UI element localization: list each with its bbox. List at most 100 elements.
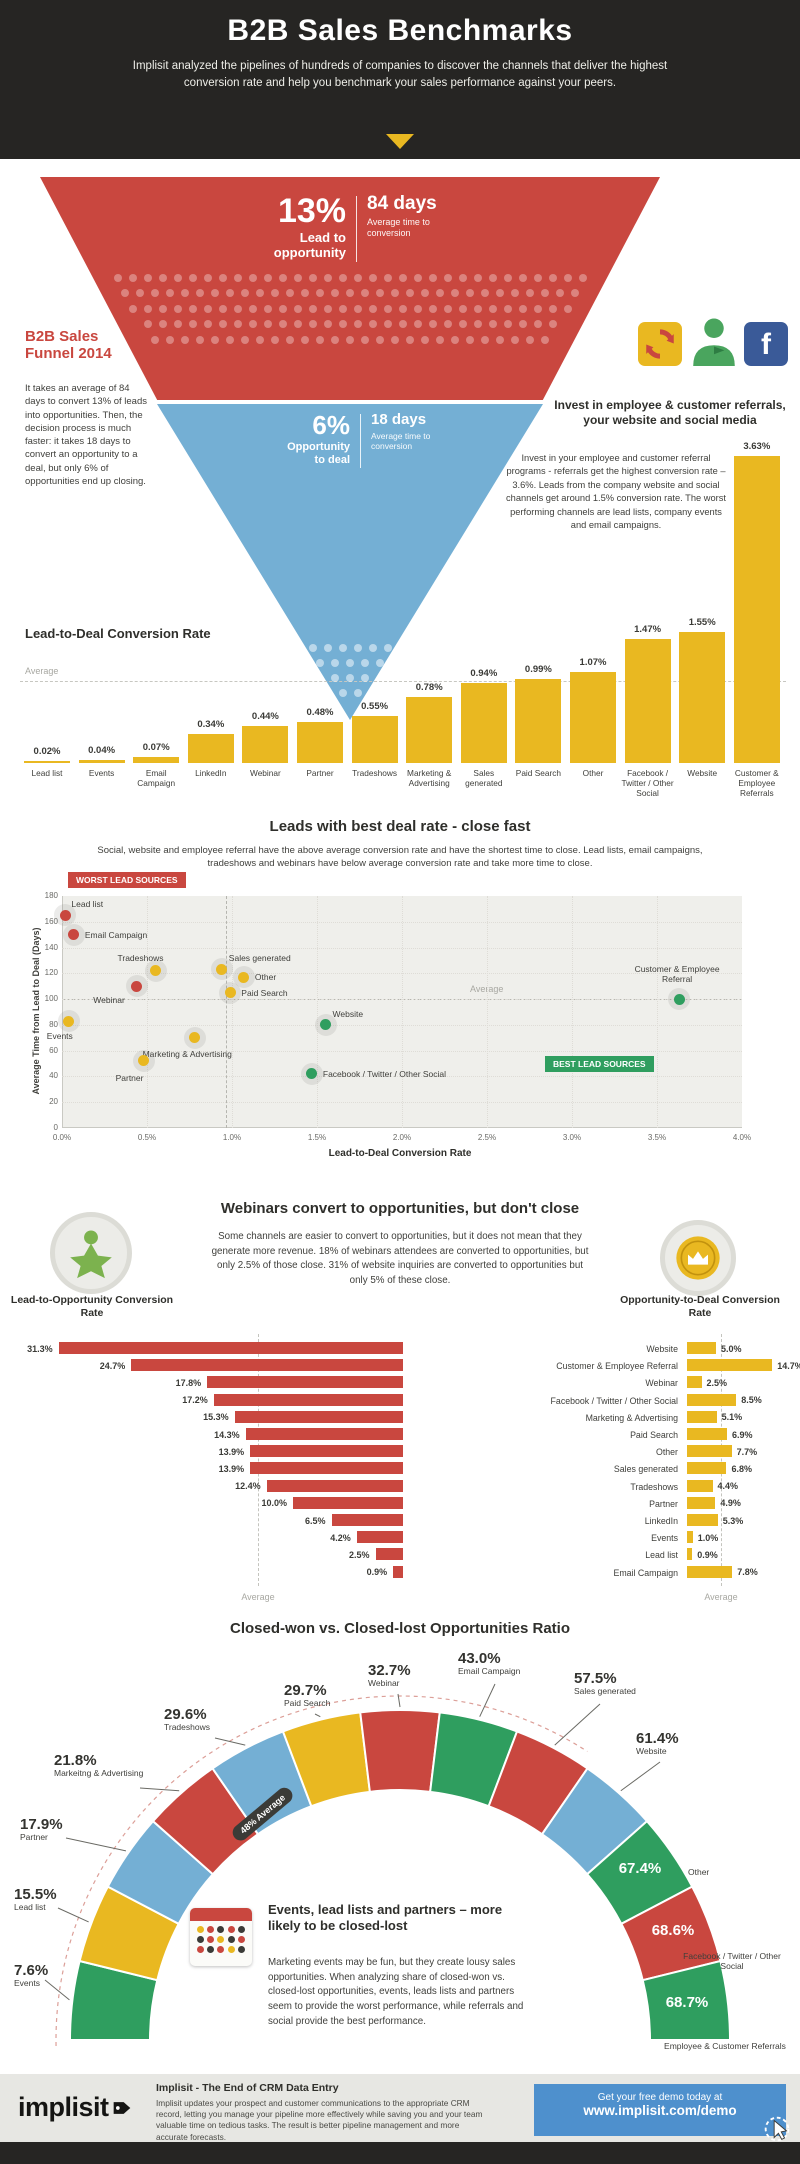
bar-label-2: Email Campaign (137, 768, 176, 788)
gauge-guide-arc (55, 1695, 588, 2047)
bar-average-line (20, 681, 786, 682)
tornado-label-1: Customer & Employee Referral (556, 1361, 678, 1372)
gauge-inside-value-10: 67.4% (618, 1860, 662, 1877)
cta-url[interactable]: www.implisit.com/demo (583, 2103, 737, 2118)
funnel-dot (218, 304, 227, 313)
scatter-point-4 (216, 963, 228, 975)
gauge-chart (44, 1683, 732, 2047)
scatter-ytick: 20 (49, 1097, 58, 1107)
funnel-dot (218, 320, 227, 329)
funnel-dot (481, 289, 489, 298)
scatter-vgrid (147, 896, 148, 1128)
funnel-dot (301, 289, 309, 298)
funnel-dot (436, 289, 444, 298)
funnel-dot (338, 320, 347, 329)
left-chart-title: Lead-to-Opportunity Conversion Rate (10, 1294, 174, 1320)
od-bar-7 (687, 1462, 727, 1475)
scatter-point-1 (68, 929, 80, 941)
scatter-vgrid (317, 896, 318, 1128)
gauge-callout-name: Lead list (14, 1902, 46, 1912)
funnel-dot (443, 320, 452, 329)
scatter-point-6 (238, 971, 250, 983)
gauge-callout-value: 29.7% (284, 1682, 327, 1699)
funnel-dot (421, 289, 429, 298)
gauge-callout-name: Events (14, 1978, 40, 1988)
gauge-callout-name: Email Campaign (458, 1666, 521, 1676)
tornado-label-13: Email Campaign (613, 1567, 678, 1578)
funnel-dot (316, 289, 324, 298)
funnel-dot (323, 304, 332, 313)
scatter-xtick: 0.0% (52, 1133, 72, 1142)
funnel-dot (473, 320, 482, 329)
bar-label-12: Website (687, 768, 718, 778)
funnel-dot (406, 335, 414, 344)
funnel-dot (331, 674, 339, 682)
funnel-dot (368, 304, 377, 313)
scatter-point-label-1: Email Campaign (84, 929, 148, 940)
od-bar-13 (687, 1565, 733, 1578)
funnel-dot (316, 335, 324, 344)
funnel-dot (503, 304, 512, 313)
tornado-label-7: Sales generated (613, 1464, 678, 1475)
stage1-days: 84 days (367, 193, 437, 214)
funnel-dot (383, 644, 392, 652)
gauge-callout-9: 61.4% Website (636, 1730, 716, 1757)
od-bar-0 (687, 1342, 716, 1354)
gauge-connector-6 (397, 1693, 401, 1708)
scatter-point-label-11: Facebook / Twitter / Other Social (322, 1068, 447, 1079)
funnel-dot (308, 644, 317, 652)
od-bar-1 (687, 1359, 773, 1372)
funnel-dot (496, 289, 504, 298)
funnel-dot (188, 274, 197, 282)
scatter-vgrid (487, 896, 488, 1128)
funnel-dot (503, 320, 512, 329)
funnel-dot (278, 274, 287, 282)
lo-average-label: Average (241, 1592, 275, 1602)
bar-label-1: Events (88, 768, 115, 778)
od-value-2: 2.5% (706, 1377, 728, 1388)
funnel-dot (173, 320, 182, 329)
tornado-label-3: Facebook / Twitter / Other Social (550, 1395, 678, 1406)
funnel-dot (398, 274, 407, 282)
stage1-label: Lead to opportunity (273, 230, 346, 260)
funnel-dot (443, 274, 452, 282)
gauge-callout-name: Partner (20, 1832, 48, 1842)
scatter-xtick: 2.5% (477, 1133, 497, 1142)
lo-bar-8 (266, 1479, 403, 1492)
gauge-connector-4 (214, 1737, 246, 1746)
closed-lost-heading: Events, lead lists and partners – more l… (268, 1902, 503, 1934)
od-bar-9 (687, 1496, 716, 1509)
scatter-ytick: 180 (44, 891, 58, 900)
best-lead-sources-badge: BEST LEAD SOURCES (545, 1056, 654, 1072)
bar-4 (242, 725, 289, 763)
funnel-dot (571, 289, 579, 298)
stage1-caption: Average time to conversion (367, 216, 430, 239)
gauge-callout-name: Markeitng & Advertising (54, 1768, 144, 1778)
scatter-point-5 (224, 987, 236, 999)
funnel-dot (361, 674, 369, 682)
bar-label-10: Other (582, 768, 604, 778)
funnel-dot (248, 274, 257, 282)
scatter-ylabel: Average Time from Lead to Deal (Days) (31, 927, 41, 1095)
bar-average-label: Average (25, 666, 59, 676)
funnel-dot (293, 320, 302, 329)
gauge-connector-3 (139, 1787, 180, 1792)
funnel-dot (443, 304, 452, 313)
lo-bar-5 (245, 1428, 403, 1440)
scatter-point-label-2: Webinar (93, 995, 125, 1006)
tornado-label-8: Tradeshows (630, 1481, 678, 1492)
gauge-callout-name: Paid Search (284, 1698, 331, 1708)
funnel-dot (413, 304, 422, 313)
bar-label-5: Partner (306, 768, 334, 778)
funnel-dot (346, 289, 354, 298)
funnel-dot (151, 289, 159, 298)
gauge-callout-name: Webinar (368, 1678, 400, 1688)
opportunities-text: Some channels are easier to convert to o… (211, 1231, 589, 1287)
bar-8 (460, 683, 507, 763)
funnel-dot (338, 644, 347, 652)
bar-label-4: Webinar (250, 768, 281, 778)
stage1-percent: 13% (277, 192, 346, 230)
od-bar-6 (687, 1445, 732, 1458)
demo-cta-button[interactable]: Get your free demo today at www.implisit… (534, 2084, 790, 2142)
funnel-dot (278, 320, 287, 329)
